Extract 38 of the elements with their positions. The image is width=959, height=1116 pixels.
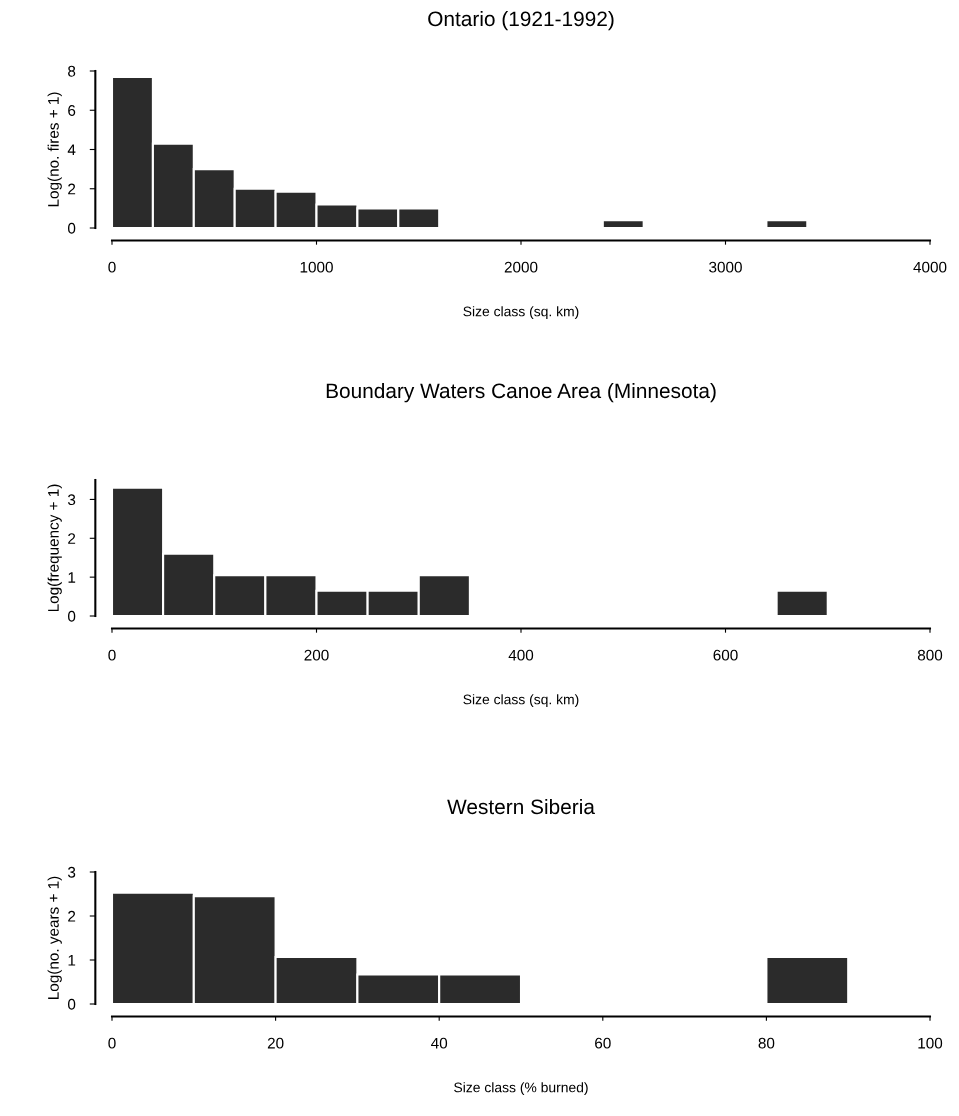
y-tick-label: 0 bbox=[67, 610, 76, 622]
y-axis-title: Log(no. years + 1) bbox=[47, 876, 62, 999]
y-tick-label: 6 bbox=[68, 105, 76, 116]
x-tick-label: 600 bbox=[713, 649, 738, 661]
x-tick-label: 20 bbox=[267, 1037, 284, 1049]
y-axis-title: Log(frequency + 1) bbox=[47, 484, 62, 612]
y-axis-title: Log(no. fires + 1) bbox=[47, 92, 62, 207]
x-tick-label: 0 bbox=[108, 261, 116, 273]
chart-title: Ontario (1921-1992) bbox=[428, 10, 614, 31]
x-tick-label: 40 bbox=[431, 1037, 448, 1049]
y-tick-label: 2 bbox=[68, 910, 76, 922]
x-tick-label: 2000 bbox=[504, 261, 538, 273]
y-tick-label: 3 bbox=[67, 494, 76, 506]
x-tick-label: 200 bbox=[304, 649, 329, 661]
x-tick-label: 3000 bbox=[709, 261, 742, 273]
y-tick-label: 8 bbox=[68, 65, 76, 77]
x-axis-title: Size class (sq. km) bbox=[463, 306, 579, 320]
x-tick-label: 800 bbox=[917, 649, 943, 661]
x-tick-label: 0 bbox=[108, 1037, 116, 1049]
x-axis-title: Size class (% burned) bbox=[454, 1082, 588, 1096]
chart-title: Western Siberia bbox=[447, 798, 595, 815]
x-tick-label: 0 bbox=[108, 649, 116, 661]
x-tick-label: 400 bbox=[508, 649, 534, 661]
y-tick-label: 1 bbox=[68, 572, 76, 583]
y-tick-label: 4 bbox=[67, 144, 76, 156]
y-tick-label: 2 bbox=[68, 533, 76, 544]
x-tick-label: 1000 bbox=[300, 261, 333, 273]
y-tick-label: 1 bbox=[68, 955, 76, 966]
chart-title: Boundary Waters Canoe Area (Minnesota) bbox=[326, 382, 716, 403]
x-axis-title: Size class (sq. km) bbox=[463, 694, 579, 708]
x-tick-label: 4000 bbox=[913, 261, 947, 273]
y-tick-label: 2 bbox=[68, 183, 76, 195]
x-tick-label: 100 bbox=[918, 1037, 943, 1049]
y-tick-label: 3 bbox=[67, 866, 76, 878]
y-tick-label: 0 bbox=[67, 998, 76, 1010]
y-tick-label: 0 bbox=[67, 222, 76, 234]
x-tick-label: 80 bbox=[758, 1037, 775, 1049]
x-tick-label: 60 bbox=[595, 1037, 611, 1049]
